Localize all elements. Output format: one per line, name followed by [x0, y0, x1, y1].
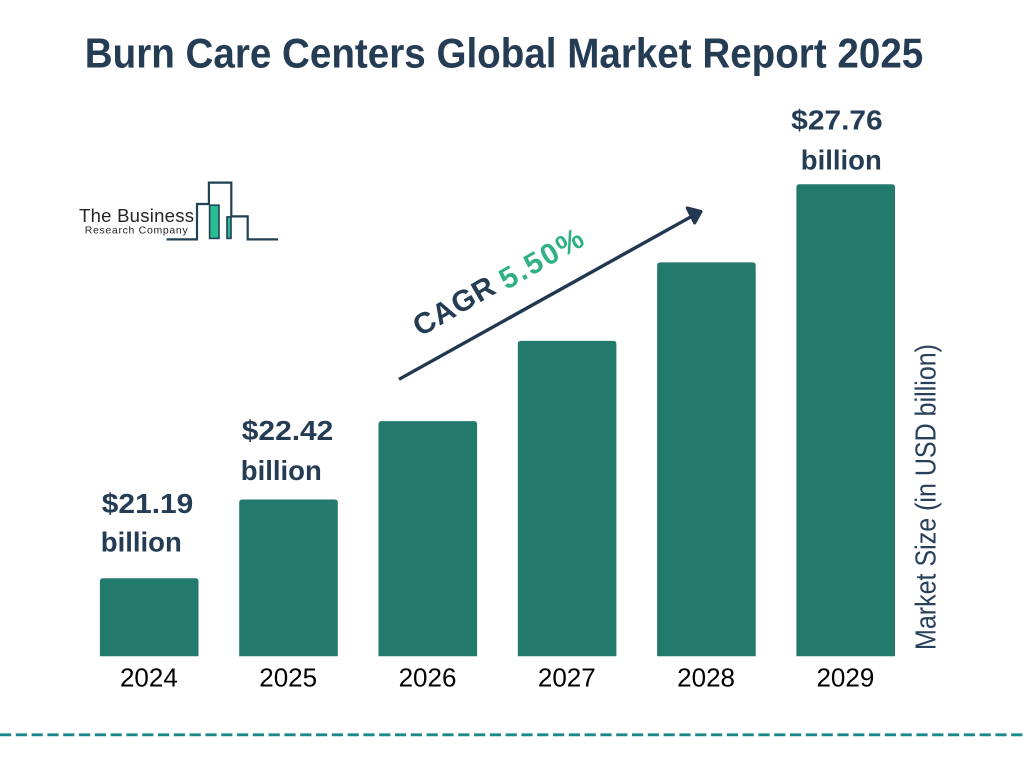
svg-text:2024: 2024: [120, 662, 178, 692]
svg-text:$22.42: $22.42: [242, 415, 333, 446]
svg-text:$21.19: $21.19: [102, 488, 193, 519]
svg-text:billion: billion: [801, 144, 882, 175]
svg-text:2028: 2028: [677, 662, 735, 692]
svg-text:billion: billion: [101, 527, 182, 558]
svg-text:Market Size (in USD billion): Market Size (in USD billion): [911, 344, 943, 650]
svg-text:The Business: The Business: [79, 205, 194, 226]
svg-text:Burn Care Centers Global Marke: Burn Care Centers Global Market Report 2…: [85, 30, 924, 77]
svg-text:2026: 2026: [399, 662, 457, 692]
svg-text:Research Company: Research Company: [85, 225, 189, 237]
svg-text:2029: 2029: [816, 662, 874, 692]
svg-text:billion: billion: [241, 455, 322, 486]
svg-text:2025: 2025: [259, 662, 317, 692]
svg-text:2027: 2027: [538, 662, 596, 692]
svg-text:$27.76: $27.76: [791, 105, 883, 136]
